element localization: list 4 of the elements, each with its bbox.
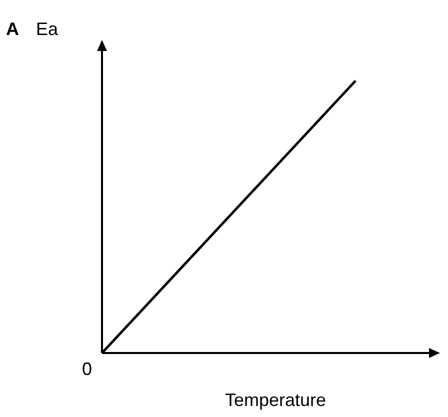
chart-title: A	[6, 19, 19, 39]
text: 0	[82, 359, 92, 379]
y-axis-title: Ea	[36, 19, 58, 39]
x-axis-title: Temperature	[225, 390, 326, 410]
